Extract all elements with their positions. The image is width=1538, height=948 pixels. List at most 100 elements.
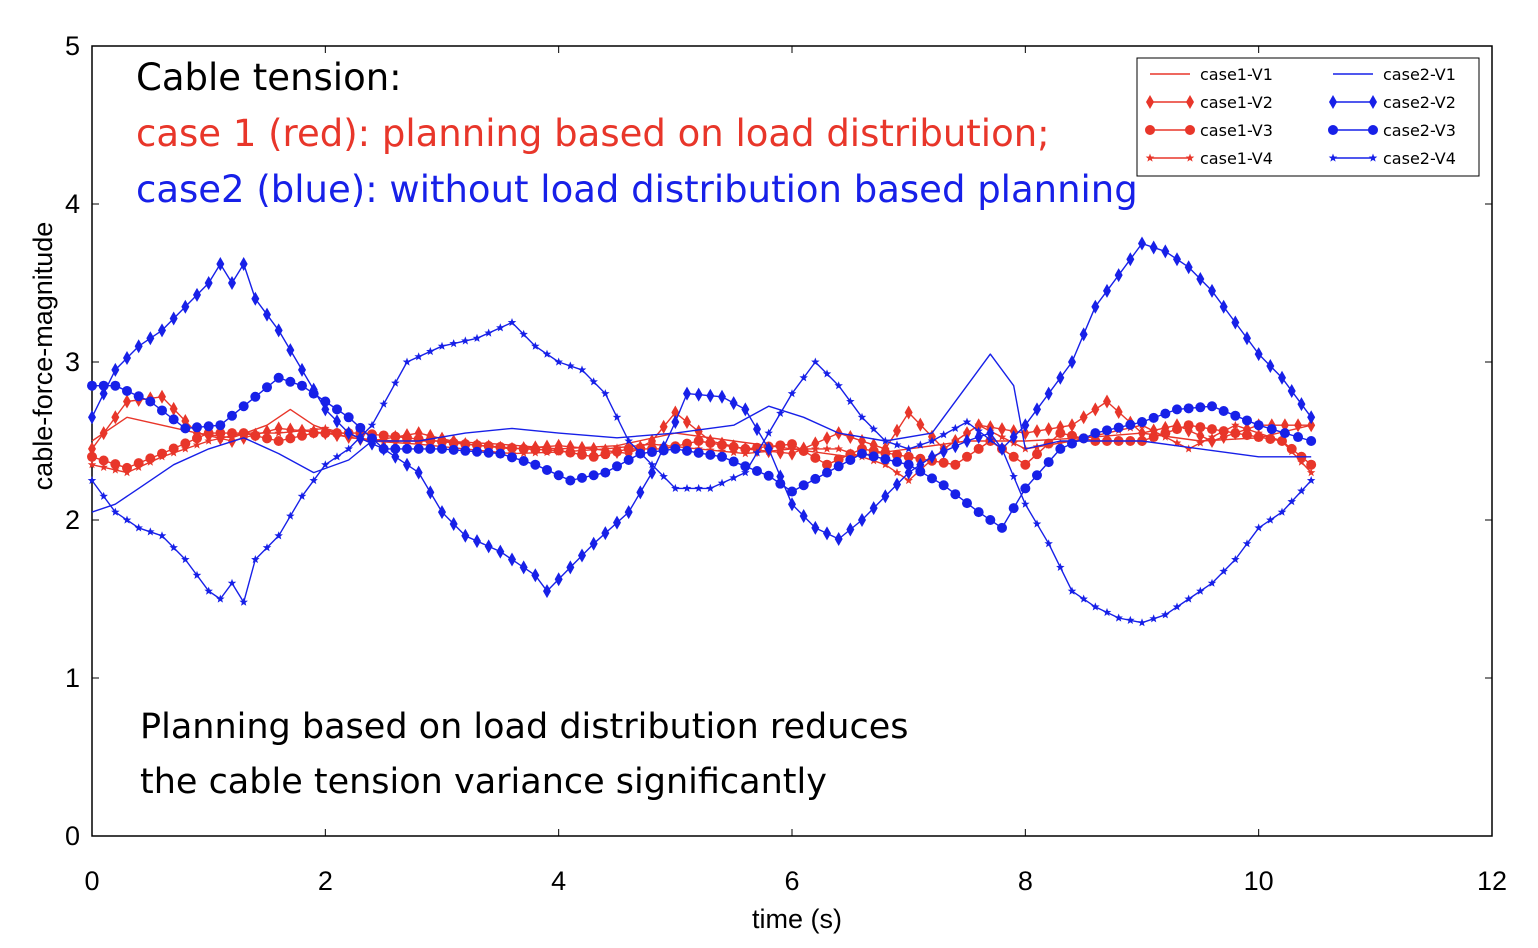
data-point-diamond [1009, 430, 1018, 445]
data-point-circle [1032, 449, 1042, 460]
data-point-circle [1242, 415, 1252, 426]
data-point-star [939, 430, 948, 439]
data-point-star [286, 427, 295, 436]
data-point-diamond [648, 465, 656, 480]
data-point-circle [448, 437, 459, 448]
data-point-star [1137, 618, 1147, 627]
data-point-diamond [858, 513, 866, 527]
data-point-star [1079, 594, 1088, 603]
data-point-star [741, 449, 750, 458]
data-point-star [1032, 519, 1042, 528]
data-point-circle [285, 376, 296, 387]
data-point-star [204, 586, 213, 595]
data-point-star [892, 468, 902, 477]
data-point-circle [273, 436, 284, 446]
data-point-star [111, 465, 120, 474]
data-point-star [426, 347, 435, 356]
data-point-star [99, 491, 108, 500]
data-point-star [437, 341, 447, 350]
data-point-diamond [1091, 402, 1100, 417]
data-point-circle [203, 421, 214, 432]
data-point-star [321, 423, 330, 432]
data-point-circle [833, 454, 844, 465]
data-point-star [227, 578, 237, 587]
data-point-circle [1145, 125, 1155, 135]
data-point-circle [717, 439, 727, 450]
data-point-circle [1306, 459, 1317, 470]
data-point-star [531, 341, 540, 350]
data-point-star [169, 448, 178, 457]
data-point-star [239, 428, 248, 437]
data-point-diamond [951, 439, 960, 454]
data-point-circle [1067, 430, 1077, 441]
data-point-diamond [1146, 95, 1154, 109]
data-point-diamond [939, 444, 948, 459]
data-point-circle [1172, 424, 1182, 435]
data-point-diamond [274, 323, 283, 338]
x-tick-label: 12 [1477, 866, 1507, 896]
data-point-star [822, 444, 832, 453]
data-point-star [916, 440, 925, 449]
data-point-circle [87, 451, 97, 462]
data-point-diamond [1114, 268, 1123, 283]
y-axis-label: cable-force-magnitude [28, 222, 58, 491]
data-point-circle [1137, 417, 1147, 428]
data-point-diamond [181, 299, 190, 314]
data-point-diamond [636, 485, 645, 500]
data-point-star [951, 423, 960, 432]
data-point-star [1184, 594, 1193, 603]
data-point-diamond [1091, 299, 1100, 314]
data-point-diamond [811, 436, 820, 451]
data-point-star [1207, 578, 1217, 587]
data-point-circle [1008, 451, 1019, 462]
data-point-diamond [788, 446, 796, 461]
data-point-circle [530, 459, 541, 470]
data-point-star [741, 468, 750, 477]
x-tick-label: 0 [84, 866, 99, 896]
data-point-star [881, 460, 890, 469]
data-point-circle [1160, 408, 1171, 419]
data-point-star [1277, 436, 1287, 445]
data-point-star [1306, 476, 1316, 485]
data-point-star [1368, 153, 1378, 162]
data-point-diamond [694, 424, 703, 439]
data-point-diamond [1021, 426, 1030, 441]
legend-item: case1-V3 [1145, 121, 1273, 140]
data-point-circle [437, 443, 447, 454]
data-point-star [181, 444, 190, 453]
data-point-star [974, 426, 983, 435]
data-point-star [402, 438, 412, 447]
data-point-diamond [263, 307, 271, 322]
data-point-star [1254, 523, 1263, 532]
data-point-diamond [1294, 418, 1303, 433]
data-point-circle [262, 433, 272, 444]
data-point-star [449, 339, 458, 348]
data-point-diamond [123, 351, 131, 366]
legend-item: case1-V1 [1150, 65, 1273, 84]
data-point-diamond [193, 287, 201, 302]
data-point-circle [997, 522, 1007, 533]
data-point-star [484, 328, 493, 337]
data-point-star [612, 412, 622, 421]
data-point-circle [950, 459, 961, 470]
legend-item: case2-V4 [1328, 149, 1456, 168]
data-point-circle [962, 498, 972, 509]
data-point-circle [1113, 422, 1124, 433]
data-point-circle [227, 410, 237, 421]
data-point-circle [565, 475, 576, 486]
legend-item: case2-V1 [1333, 65, 1456, 84]
data-point-star [1149, 614, 1158, 623]
data-point-circle [903, 459, 914, 470]
legend: case1-V1 case1-V2 case1-V3 case1-V4 case2-V1… [1136, 57, 1480, 177]
data-point-star [1219, 566, 1228, 575]
series-case2-V3 [87, 372, 1317, 533]
data-point-circle [1242, 430, 1252, 441]
data-point-circle [378, 443, 389, 454]
data-point-circle [728, 441, 739, 452]
data-point-diamond [1369, 95, 1377, 109]
data-point-diamond [111, 410, 120, 425]
data-point-diamond [718, 389, 726, 404]
data-point-star [216, 433, 225, 442]
data-point-circle [903, 451, 914, 462]
